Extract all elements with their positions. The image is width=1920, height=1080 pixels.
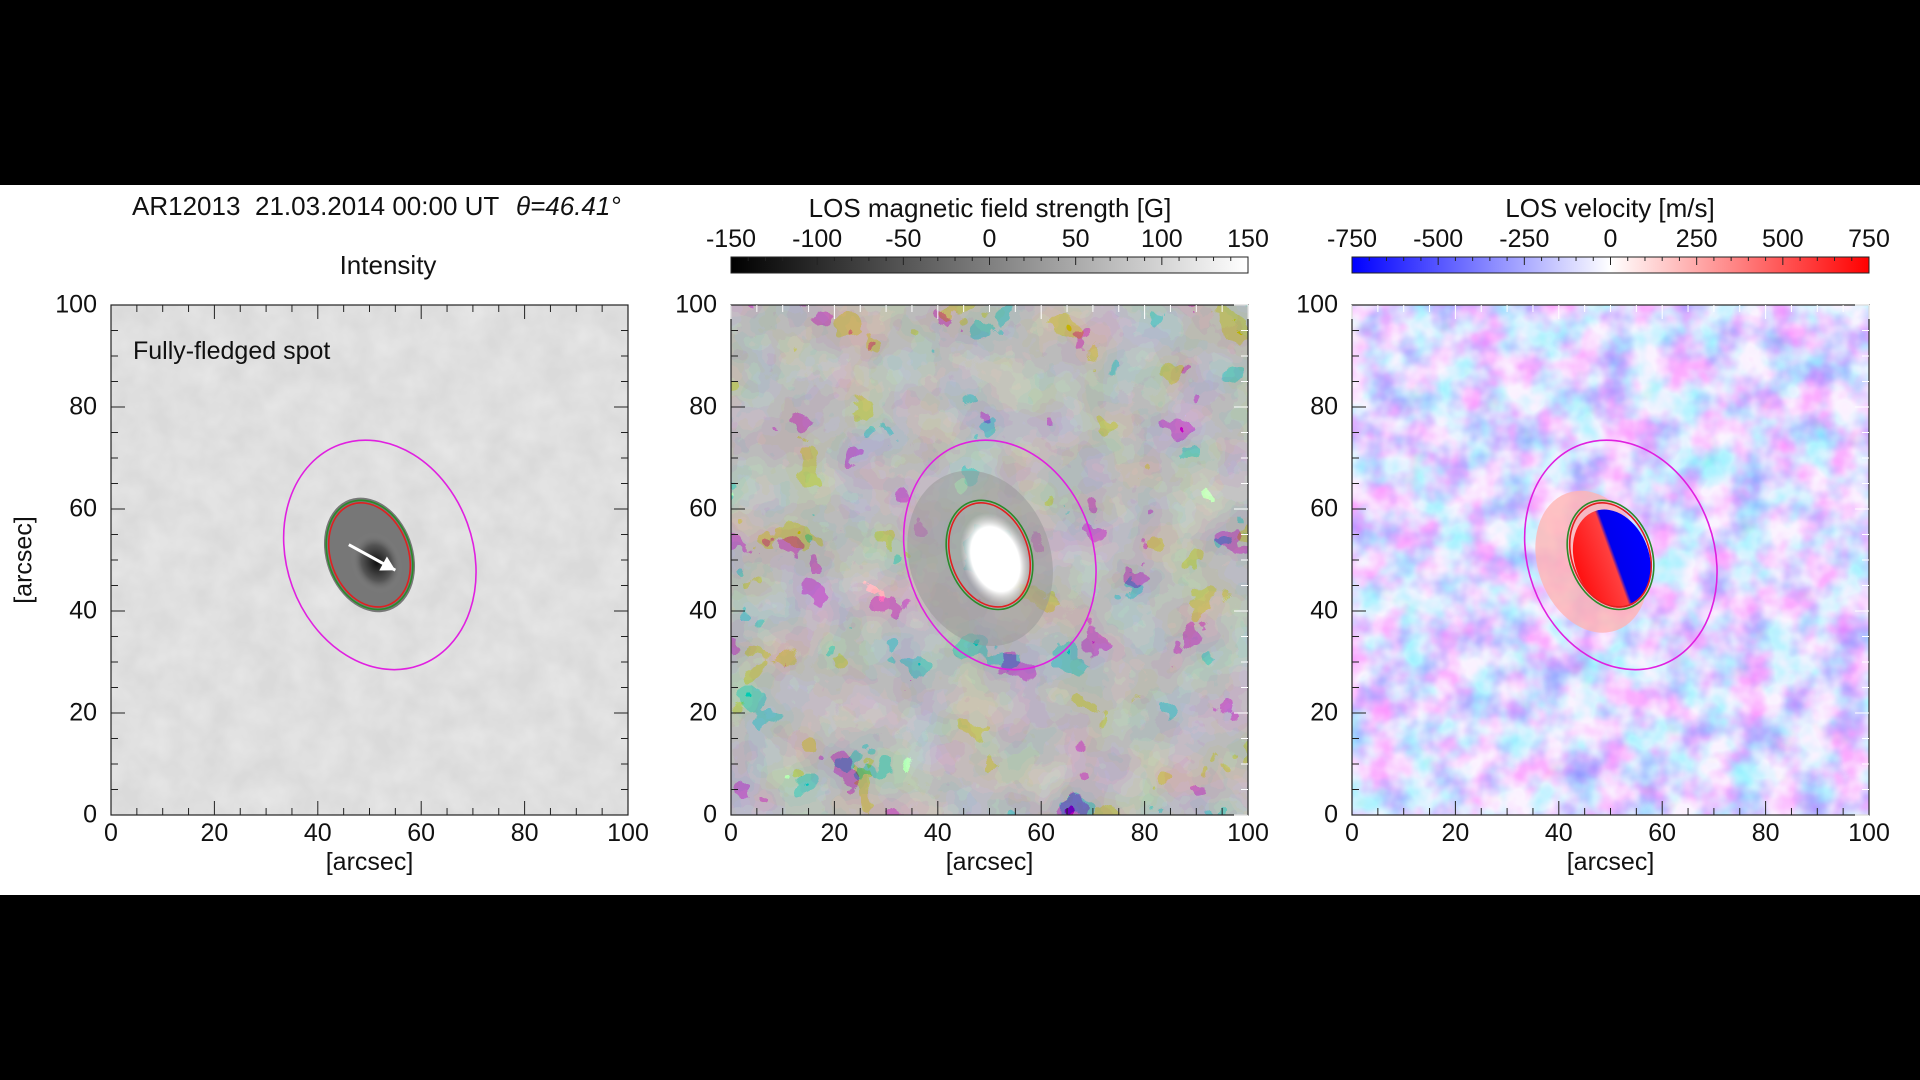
x-tick-label: 60	[1027, 819, 1056, 847]
heatmap-image-0	[111, 305, 628, 815]
region-label: AR12013	[132, 191, 241, 221]
colorbar-tick-label: -50	[885, 225, 922, 253]
y-tick-label: 100	[55, 290, 97, 319]
x-tick-label: 20	[200, 819, 229, 847]
spot-velocity-shape	[1572, 509, 1651, 608]
x-tick-label: 60	[407, 819, 436, 847]
x-tick-label: 0	[724, 819, 738, 847]
flow-arrow-head	[379, 556, 396, 571]
panel-title-magnetic: LOS magnetic field strength [G]	[808, 193, 1172, 223]
x-tick-label: 20	[820, 819, 849, 847]
x-axis-label: [arcsec]	[1566, 848, 1655, 876]
theta-label: θ=46.41°	[516, 191, 621, 221]
colorbar-tick-label: 250	[1675, 225, 1718, 253]
colorbar-tick-label: 750	[1848, 225, 1890, 253]
contour-outer-ellipse	[1523, 439, 1718, 671]
contour-green-contour	[945, 499, 1034, 611]
panel-2	[1351, 256, 1870, 816]
colorbar-tick-label: -500	[1413, 225, 1464, 253]
y-tick-label: 80	[1310, 392, 1338, 421]
contour-outer-ellipse	[902, 439, 1097, 671]
x-tick-label: 100	[607, 819, 649, 847]
colorbar-tick-label: -250	[1499, 225, 1550, 253]
x-tick-label: 40	[1544, 819, 1573, 847]
heatmap-image-1	[731, 305, 1248, 815]
y-tick-label: 60	[689, 494, 717, 523]
colorbar-tick-label: 50	[1061, 225, 1090, 253]
plots-svg	[110, 256, 1870, 816]
y-axis-label: [arcsec]	[9, 516, 38, 604]
figure-area: AR12013 21.03.2014 00:00 UT θ=46.41° Int…	[0, 185, 1920, 895]
x-tick-label: 100	[1848, 819, 1890, 847]
colorbar-tick-label: -100	[792, 225, 843, 253]
x-tick-label: 40	[923, 819, 952, 847]
x-axis-label: [arcsec]	[945, 848, 1034, 876]
contour-green-contour	[325, 499, 414, 611]
y-tick-label: 60	[69, 494, 97, 523]
y-tick-label: 60	[1310, 494, 1338, 523]
panel-annotation: Fully-fledged spot	[133, 337, 331, 365]
y-tick-label: 100	[675, 290, 717, 319]
y-tick-label: 80	[689, 392, 717, 421]
panel-title-intensity: Intensity	[339, 250, 437, 280]
y-tick-label: 20	[1310, 698, 1338, 727]
y-tick-label: 0	[703, 800, 717, 829]
x-axis-label: [arcsec]	[325, 848, 414, 876]
panel-title-velocity: LOS velocity [m/s]	[1505, 193, 1715, 223]
x-tick-label: 80	[1130, 819, 1159, 847]
spot-field-shape	[960, 512, 1031, 606]
colorbar-tick-label: -750	[1326, 225, 1378, 253]
contour-red-contour	[327, 502, 412, 608]
x-tick-label: 0	[104, 819, 118, 847]
y-tick-label: 0	[1324, 800, 1338, 829]
x-tick-label: 80	[510, 819, 539, 847]
x-tick-label: 100	[1227, 819, 1269, 847]
y-tick-label: 40	[1310, 596, 1338, 625]
contour-green-contour	[1566, 499, 1655, 611]
x-tick-label: 80	[1751, 819, 1780, 847]
heatmap-image-2	[1352, 305, 1869, 815]
y-tick-label: 80	[69, 392, 97, 421]
contour-outer-ellipse	[282, 439, 477, 671]
y-tick-label: 20	[69, 698, 97, 727]
colorbar-tick-label: -150	[705, 225, 757, 253]
x-tick-label: 0	[1345, 819, 1359, 847]
y-tick-label: 40	[689, 596, 717, 625]
panel-0	[110, 304, 629, 816]
x-tick-label: 40	[303, 819, 332, 847]
x-tick-label: 20	[1441, 819, 1470, 847]
colorbar-tick-label: 500	[1761, 225, 1804, 253]
x-tick-label: 60	[1648, 819, 1677, 847]
y-tick-label: 0	[83, 800, 97, 829]
y-tick-label: 20	[689, 698, 717, 727]
colorbar-tick-label: 150	[1227, 225, 1269, 253]
panel-1	[730, 256, 1249, 816]
y-tick-label: 40	[69, 596, 97, 625]
colorbar-tick-label: 100	[1140, 225, 1183, 253]
colorbar-tick-label: 0	[1603, 225, 1618, 253]
datetime-label: 21.03.2014 00:00 UT	[255, 191, 500, 221]
colorbar-tick-label: 0	[982, 225, 997, 253]
contour-red-contour	[947, 502, 1032, 608]
contour-red-contour	[1568, 502, 1653, 608]
y-tick-label: 100	[1296, 290, 1338, 319]
umbra-shape	[351, 532, 403, 594]
